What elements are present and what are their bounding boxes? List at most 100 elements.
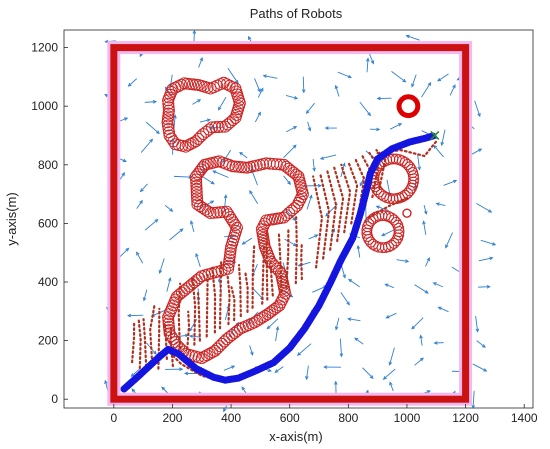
obstacle-ring [232,160,245,173]
vector-arrow [388,347,395,366]
vector-arrow [254,111,261,123]
vector-arrow [144,218,159,231]
vector-arrow [440,129,446,147]
y-tick-label: 1000 [31,99,58,113]
robot-path [120,132,437,393]
vector-arrow [348,278,360,288]
obstacle-ring [393,229,405,241]
other-path [169,325,174,368]
obstacle-ring [215,120,228,133]
vector-arrow [188,334,201,339]
other-path [186,310,191,350]
vector-arrow [470,148,483,156]
chart-title: Paths of Robots [250,6,343,21]
vector-arrow [145,121,160,135]
x-tick-label: 400 [221,411,241,425]
vector-arrow [223,365,236,371]
x-axis-label: x-axis(m) [269,429,322,444]
x-tick-label: 200 [162,411,182,425]
boundary-wall [110,44,470,403]
vector-arrow [362,367,374,379]
vector-arrow [218,96,227,111]
other-path [226,275,231,326]
obstacle-ring [162,320,175,333]
vector-arrow [130,368,141,377]
vector-arrow [476,202,493,213]
other-path [177,282,182,355]
vector-arrow [381,228,396,237]
vector-arrow [305,102,315,115]
vector-arrow [376,96,392,101]
obstacle-ring [235,161,248,174]
axes-frame [63,29,534,409]
vector-arrow [165,367,184,371]
other-path [294,213,298,285]
vector-arrow [437,73,449,82]
obstacle-ring [384,192,396,204]
x-tick-label: 1200 [452,411,479,425]
small-obstacle-ring [402,208,412,218]
vector-arrow [445,232,453,249]
vector-arrow [449,84,456,96]
vector-arrow [118,247,130,259]
plot-area [104,29,497,413]
obstacle-ring [162,314,175,327]
vector-arrow [414,357,424,366]
other-path [333,166,345,243]
obstacle-ring [216,337,228,350]
vector-arrow [285,94,299,100]
obstacle-ring [162,317,175,330]
obstacle-ring [191,192,203,205]
vector-arrow [254,78,261,93]
vector-arrow [312,158,316,172]
vector-arrow [306,194,313,210]
other-path [244,271,249,313]
vector-arrow [257,87,264,98]
other-path [237,263,242,318]
obstacle-ring [229,219,242,232]
vector-arrow [476,340,486,348]
obstacle-ring [223,253,236,266]
other-path [130,321,136,364]
vector-arrow [334,84,340,97]
obstacle-ring [272,264,285,277]
vector-arrow [140,138,154,153]
y-axis-label: y-axis(m) [4,192,19,245]
vector-arrow [421,81,432,98]
obstacle-ring [294,194,306,206]
x-tick-label: 600 [280,411,300,425]
vector-arrow [158,258,165,275]
obstacle-ring [162,101,175,114]
vector-arrow [127,78,138,87]
vector-arrow [192,99,202,105]
vector-arrow [275,325,280,342]
vector-arrow [385,312,397,319]
obstacle-ring [223,79,236,92]
vector-arrow [354,337,364,345]
vector-arrow [139,183,148,193]
obstacle-ring [163,327,176,340]
vector-arrow [411,317,424,330]
obstacle-ring [214,206,227,219]
obstacle-ring [190,176,203,189]
vector-arrow [339,338,344,358]
obstacle-ring [213,340,226,353]
vector-arrow [433,341,444,345]
vector-arrow [422,220,427,235]
other-path [218,258,223,330]
other-path [347,160,359,225]
vector-arrow [198,57,203,68]
y-tick-label: 1200 [31,41,58,55]
obstacle-ring [190,179,203,192]
x-tick-label: 0 [110,411,117,425]
obstacle-ring [219,120,232,133]
vector-arrow [435,202,446,206]
vector-arrow [419,334,423,346]
obstacle-ring [175,78,188,91]
other-path [205,273,209,338]
vector-arrow [190,220,195,233]
obstacle-ring [190,189,203,202]
vector-arrow [241,237,253,245]
vector-arrow [391,70,407,83]
